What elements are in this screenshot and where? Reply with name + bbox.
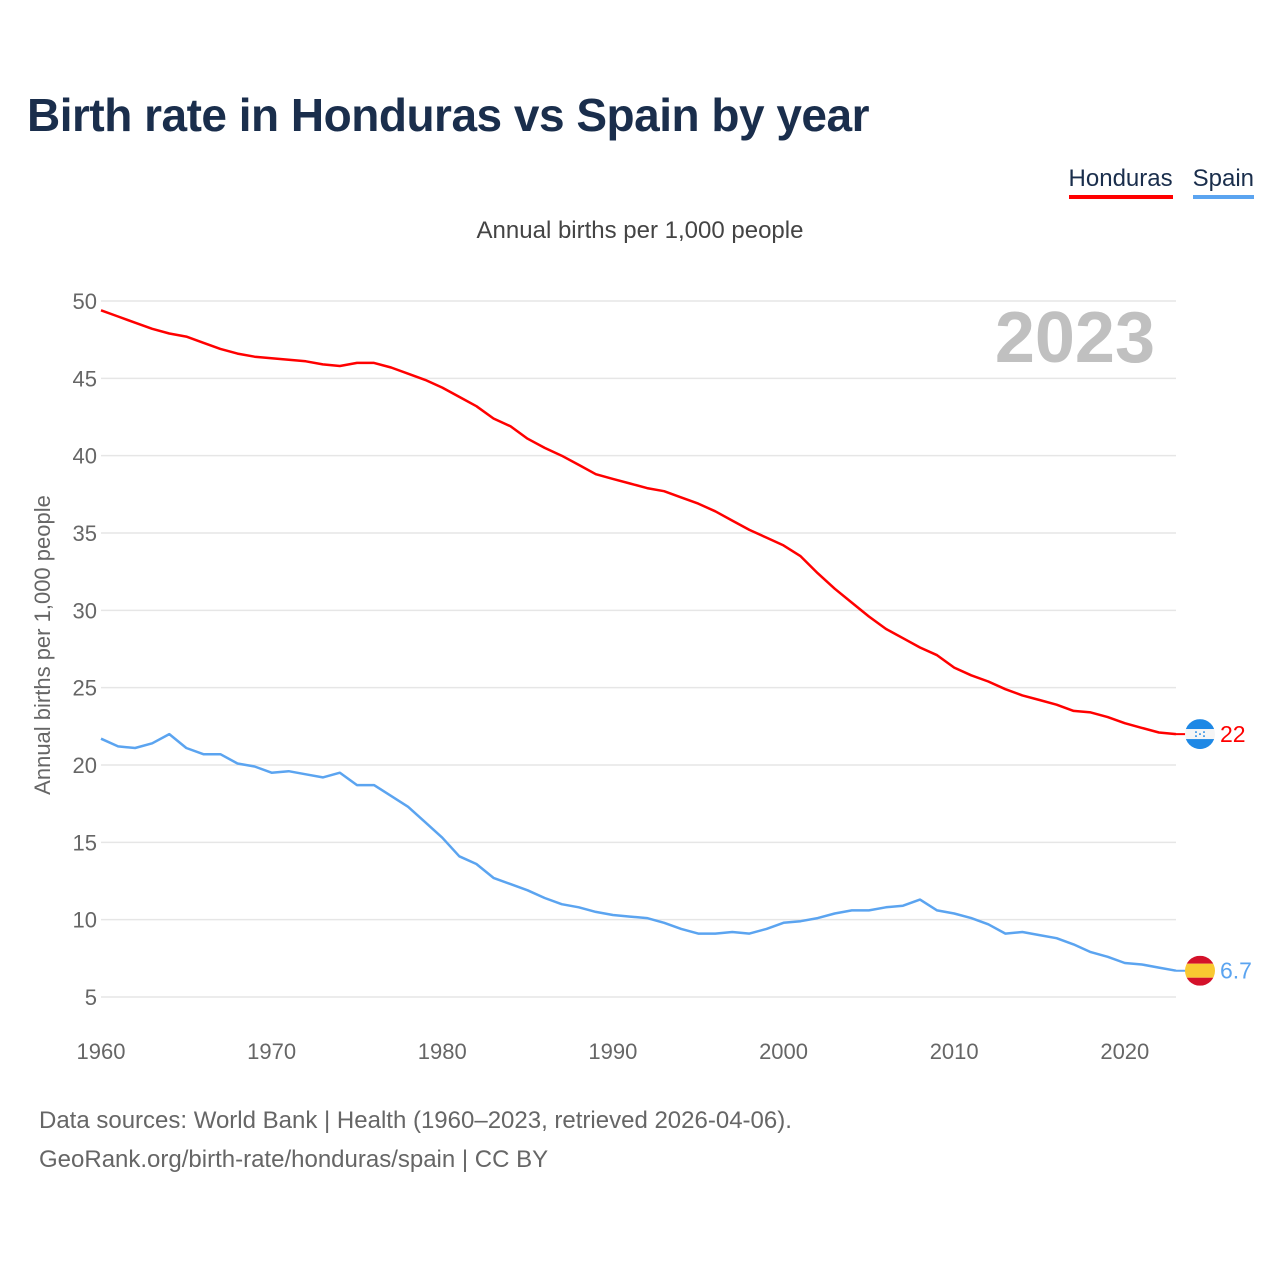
x-tick-label: 1960 xyxy=(77,1039,126,1064)
chart-title: Birth rate in Honduras vs Spain by year xyxy=(27,89,869,141)
y-tick-label: 50 xyxy=(73,289,97,314)
footer-link[interactable]: GeoRank.org/birth-rate/honduras/spain | … xyxy=(39,1146,549,1173)
series-line-honduras xyxy=(100,309,1177,736)
y-tick-label: 35 xyxy=(73,521,97,546)
legend-spain[interactable]: Spain xyxy=(1192,165,1254,199)
y-tick-label: 40 xyxy=(73,444,97,469)
x-tick-label: 2010 xyxy=(930,1039,979,1064)
x-tick-label: 2020 xyxy=(1100,1039,1149,1064)
legend-honduras[interactable]: Honduras xyxy=(1068,165,1173,199)
footer-sources: Data sources: World Bank | Health (1960–… xyxy=(39,1107,792,1134)
end-value-label: 6.7 xyxy=(1220,958,1252,984)
x-tick-label: 2000 xyxy=(759,1039,808,1064)
chart-subtitle: Annual births per 1,000 people xyxy=(476,217,804,244)
y-tick-label: 20 xyxy=(73,753,97,778)
y-tick-label: 5 xyxy=(85,985,97,1010)
spain-flag-icon xyxy=(1185,955,1215,986)
legend: Honduras Spain xyxy=(1068,165,1254,199)
y-tick-label: 30 xyxy=(73,598,97,623)
end-value-label: 22 xyxy=(1220,721,1246,747)
y-tick-label: 45 xyxy=(73,366,97,391)
x-tick-label: 1980 xyxy=(418,1039,467,1064)
y-tick-label: 15 xyxy=(73,830,97,855)
year-watermark: 2023 xyxy=(995,298,1155,378)
honduras-flag-icon xyxy=(1185,719,1215,750)
x-tick-label: 1970 xyxy=(247,1039,296,1064)
y-axis-label: Annual births per 1,000 people xyxy=(30,495,55,795)
y-tick-label: 25 xyxy=(73,676,97,701)
y-tick-label: 10 xyxy=(73,908,97,933)
x-tick-label: 1990 xyxy=(588,1039,637,1064)
series-line-spain xyxy=(100,732,1177,972)
